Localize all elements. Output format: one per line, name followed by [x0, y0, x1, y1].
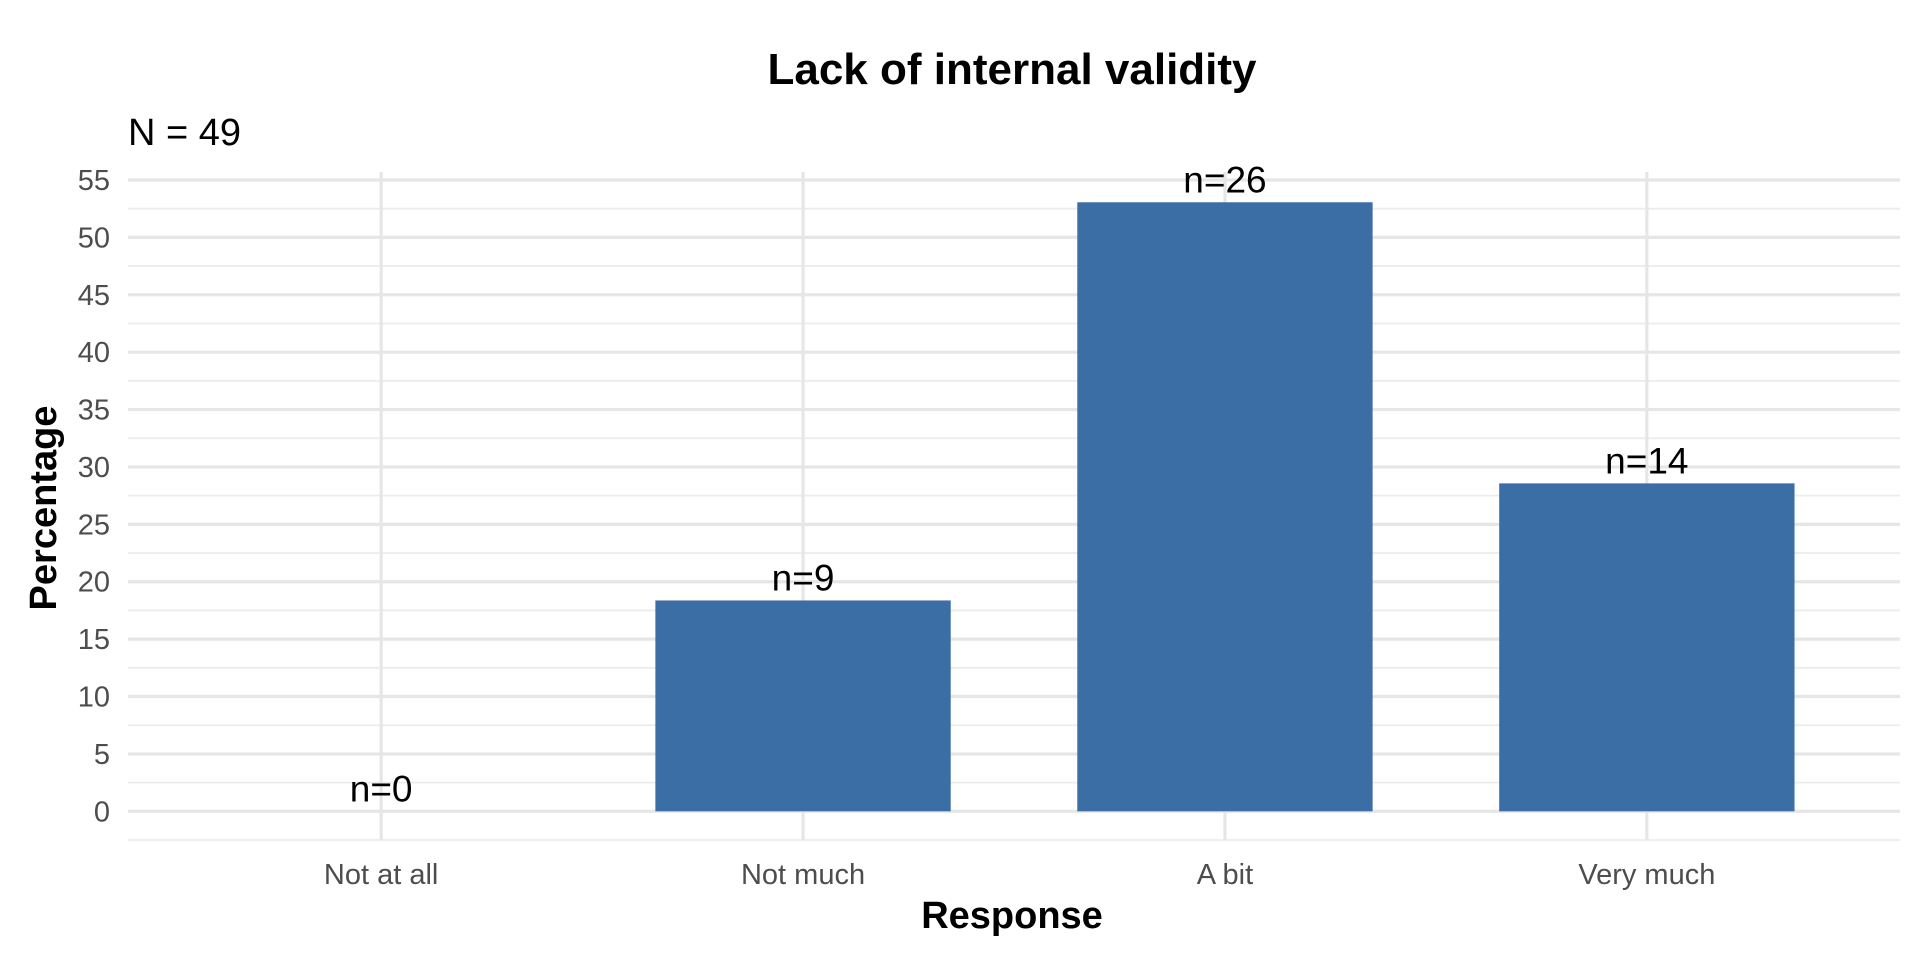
x-tick-label: Not much	[741, 859, 865, 891]
x-tick-label: A bit	[1197, 859, 1253, 891]
x-axis-title: Response	[921, 895, 1103, 937]
y-tick-label: 5	[94, 739, 110, 771]
y-tick-label: 55	[78, 165, 110, 197]
y-tick-label: 50	[78, 222, 110, 254]
y-tick-label: 40	[78, 337, 110, 369]
bar	[655, 600, 951, 812]
x-tick-label: Not at all	[324, 859, 438, 891]
bar-data-label: n=0	[350, 768, 413, 809]
x-tick-label: Very much	[1578, 859, 1715, 891]
y-tick-label: 10	[78, 682, 110, 714]
bar-data-label: n=9	[772, 557, 835, 598]
bar-data-label: n=14	[1605, 440, 1688, 481]
y-tick-label: 20	[78, 567, 110, 599]
y-axis-tick-labels: 0 5 10 15 20 25 30 35 40 45 50 55	[78, 165, 110, 828]
bars	[655, 202, 1795, 812]
chart-title: Lack of internal validity	[767, 45, 1257, 94]
y-tick-label: 30	[78, 452, 110, 484]
bar	[1499, 483, 1795, 812]
y-axis-title: Percentage	[23, 406, 65, 611]
bar-data-label: n=26	[1183, 159, 1266, 200]
bar	[1077, 202, 1373, 812]
chart-subtitle: N = 49	[128, 112, 241, 154]
y-tick-label: 35	[78, 395, 110, 427]
y-tick-label: 25	[78, 509, 110, 541]
y-tick-label: 45	[78, 280, 110, 312]
x-axis-tick-labels: Not at all Not much A bit Very much	[324, 859, 1715, 891]
bar-data-labels: n=0 n=9 n=26 n=14	[350, 159, 1689, 809]
y-tick-label: 0	[94, 796, 110, 828]
y-tick-label: 15	[78, 624, 110, 656]
